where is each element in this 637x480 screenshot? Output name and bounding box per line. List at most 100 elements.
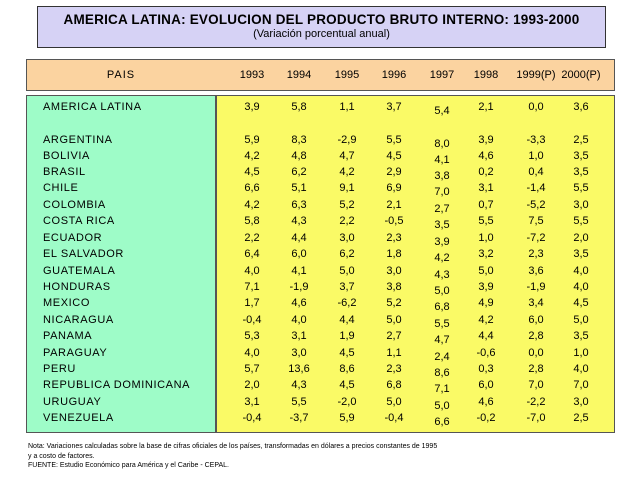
header-year: 1997 [429,69,455,81]
value-cell: 5,0 [339,265,355,277]
value-cell: 3,8 [434,170,450,182]
value-cell: -6,2 [337,297,357,309]
value-cell: 4,1 [291,265,307,277]
value-cell: -0,4 [242,412,262,424]
value-cell: 4,9 [478,297,494,309]
table-header: PAIS 1993 1994 1995 1996 1997 1998 1999(P) 2000… [26,59,615,91]
value-cell: 5,5 [386,134,402,146]
value-cell: 4,2 [244,150,260,162]
value-cell: 5,0 [434,400,450,412]
value-cell: 2,0 [573,232,589,244]
value-cell: 4,2 [244,199,260,211]
country-name: PARAGUAY [43,347,108,359]
value-cell: 4,5 [386,150,402,162]
header-year: 1993 [239,69,265,81]
value-cell: 3,6 [528,265,544,277]
value-cell: 5,1 [291,182,307,194]
country-name: PANAMA [43,330,93,342]
table-title: AMERICA LATINA: EVOLUCION DEL PRODUCTO B… [63,12,580,27]
value-cell: 3,4 [528,297,544,309]
value-cell: 4,0 [244,347,260,359]
value-cell: 5,5 [291,396,307,408]
value-cell: 4,1 [434,154,450,166]
value-cell: 5,7 [244,363,260,375]
value-cell: 4,2 [478,314,494,326]
country-name: ECUADOR [43,232,103,244]
value-cell: 0,4 [528,166,544,178]
value-cell: 4,0 [573,281,589,293]
value-cell: -7,0 [526,412,546,424]
value-cell: -1,4 [526,182,546,194]
value-cell: 5,8 [244,215,260,227]
country-name: REPUBLICA DOMINICANA [43,379,191,391]
value-cell: 1,8 [386,248,402,260]
value-cell: -0,4 [242,314,262,326]
value-cell: 3,9 [478,281,494,293]
value-cell: 7,0 [573,379,589,391]
country-name: BOLIVIA [43,150,90,162]
value-cell: -0,5 [384,215,404,227]
value-cell: 3,6 [573,101,589,113]
value-cell: 5,4 [434,105,450,117]
value-cell: 4,6 [291,297,307,309]
value-cell: 4,4 [339,314,355,326]
value-cell: 8,3 [291,134,307,146]
value-cell: 3,5 [434,219,450,231]
value-cell: 6,6 [244,182,260,194]
value-cell: 2,1 [386,199,402,211]
header-year: 2000(P) [561,69,601,81]
value-cell: 2,3 [386,232,402,244]
value-cell: -2,9 [337,134,357,146]
header-year: 1999(P) [516,69,556,81]
country-name: URUGUAY [43,396,102,408]
value-cell: 4,0 [291,314,307,326]
value-cell: 4,6 [478,396,494,408]
value-cell: 3,0 [573,199,589,211]
country-name: EL SALVADOR [43,248,124,260]
value-cell: 2,4 [434,351,450,363]
value-cell: 1,9 [339,330,355,342]
value-cell: 4,3 [291,379,307,391]
value-cell: 3,9 [244,101,260,113]
value-cell: 0,0 [528,347,544,359]
country-name: VENEZUELA [43,412,114,424]
value-cell: 4,6 [478,150,494,162]
value-cell: 4,0 [573,265,589,277]
value-cell: 4,7 [434,334,450,346]
value-cell: 2,2 [339,215,355,227]
country-name: PERU [43,363,76,375]
value-cell: 13,6 [288,363,310,375]
value-cell: 6,9 [386,182,402,194]
value-cell: 7,1 [434,383,450,395]
value-cell: -1,9 [526,281,546,293]
value-cell: 7,1 [244,281,260,293]
value-cell: 2,1 [478,101,494,113]
value-cell: 4,5 [244,166,260,178]
value-cell: 3,0 [291,347,307,359]
value-cell: 5,0 [573,314,589,326]
value-cell: 2,3 [528,248,544,260]
value-cell: 3,1 [244,396,260,408]
value-cell: 3,0 [386,265,402,277]
country-name: CHILE [43,182,79,194]
value-cell: 2,9 [386,166,402,178]
value-cell: 6,8 [386,379,402,391]
value-cell: 1,1 [339,101,355,113]
value-cell: 3,2 [478,248,494,260]
value-cell: 2,7 [386,330,402,342]
value-cell: 3,1 [478,182,494,194]
value-cell: 5,5 [573,215,589,227]
value-cell: 8,0 [434,138,450,150]
value-cell: -0,4 [384,412,404,424]
value-cell: 9,1 [339,182,355,194]
value-cell: 1,7 [244,297,260,309]
note-line-1: Nota: Variaciones calculadas sobre la ba… [28,443,438,450]
country-name: AMERICA LATINA [43,101,142,113]
value-cell: 2,7 [434,203,450,215]
header-year: 1994 [286,69,312,81]
value-cell: 6,0 [478,379,494,391]
value-cell: 3,1 [291,330,307,342]
value-cell: 4,5 [339,347,355,359]
value-cell: 4,2 [434,252,450,264]
value-cell: 4,2 [339,166,355,178]
